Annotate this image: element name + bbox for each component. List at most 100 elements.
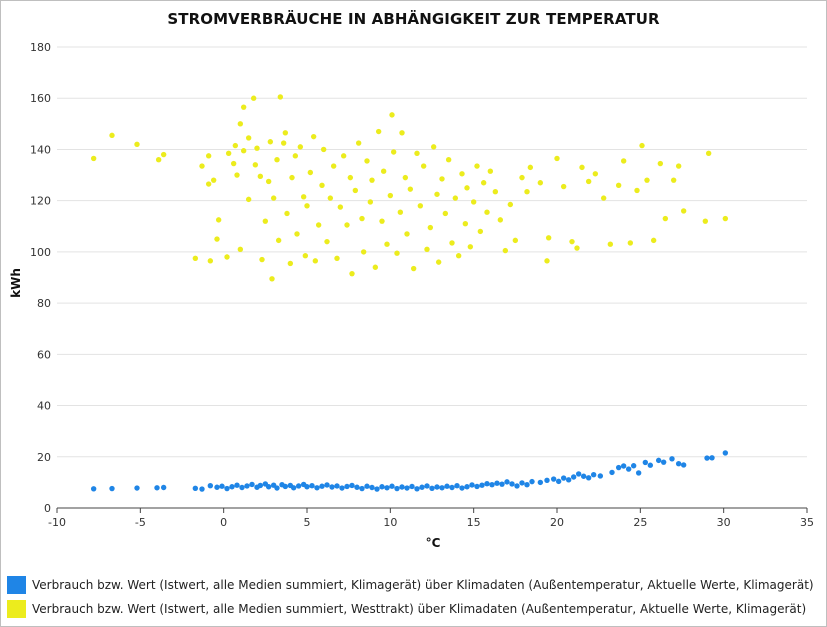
data-point <box>199 163 205 169</box>
x-axis-label: °C <box>426 536 441 550</box>
legend-item-yellow[interactable]: Verbrauch bzw. Wert (Istwert, alle Medie… <box>7 597 825 621</box>
data-point <box>314 485 320 491</box>
data-point <box>424 246 430 253</box>
data-point <box>289 174 295 181</box>
data-point <box>215 217 222 223</box>
data-point <box>302 253 309 259</box>
data-point <box>504 479 510 485</box>
data-point <box>464 185 470 191</box>
data-point <box>372 264 379 270</box>
data-point <box>300 194 307 200</box>
data-point <box>230 160 237 167</box>
grid-lines <box>57 46 807 458</box>
data-point <box>364 483 370 489</box>
data-point <box>607 241 614 247</box>
data-point <box>349 270 355 277</box>
data-point <box>239 484 245 491</box>
data-point <box>337 204 344 210</box>
data-point <box>709 455 715 461</box>
data-point <box>575 471 582 477</box>
data-point <box>642 459 649 466</box>
data-point <box>455 253 462 259</box>
y-tick-label: 60 <box>37 348 51 361</box>
data-point <box>537 180 544 186</box>
data-point <box>304 484 310 490</box>
data-point <box>544 258 550 264</box>
data-point <box>459 171 465 177</box>
data-point <box>390 149 397 155</box>
data-point <box>389 112 395 118</box>
data-point <box>327 195 334 201</box>
data-point <box>434 191 440 197</box>
data-point <box>324 482 330 488</box>
data-point <box>499 481 505 487</box>
data-point <box>560 475 567 481</box>
data-point <box>379 218 385 224</box>
legend-item-blue[interactable]: Verbrauch bzw. Wert (Istwert, alle Medie… <box>7 573 825 597</box>
x-tick-label: 15 <box>467 516 481 529</box>
y-tick-labels: 0 20 40 60 80 100 120 140 160 180 <box>30 41 51 515</box>
data-point <box>404 485 410 491</box>
data-point <box>214 236 220 242</box>
data-point <box>359 485 365 492</box>
data-point <box>470 199 477 205</box>
data-point <box>474 163 480 169</box>
legend-label: Verbrauch bzw. Wert (Istwert, alle Medie… <box>32 578 814 592</box>
data-point <box>207 258 214 264</box>
data-point <box>444 483 450 489</box>
data-point <box>657 160 664 167</box>
data-point <box>705 150 712 156</box>
series-yellow <box>90 94 729 282</box>
data-point <box>442 210 449 217</box>
data-point <box>722 450 729 456</box>
data-point <box>292 153 299 159</box>
data-point <box>507 201 514 208</box>
data-point <box>344 222 350 228</box>
y-tick-label: 80 <box>37 297 51 310</box>
data-point <box>160 484 167 491</box>
data-point <box>269 276 275 282</box>
data-point <box>579 164 585 171</box>
data-point <box>364 158 370 164</box>
y-tick-label: 140 <box>30 143 51 156</box>
data-point <box>409 483 415 490</box>
data-point <box>662 215 669 222</box>
data-point <box>310 133 317 140</box>
legend-swatch-blue <box>7 576 26 594</box>
data-point <box>669 456 675 462</box>
data-point <box>480 180 487 186</box>
data-point <box>280 140 287 146</box>
data-point <box>265 178 272 185</box>
data-point <box>414 486 420 492</box>
data-point <box>250 95 257 101</box>
data-point <box>224 254 230 260</box>
data-point <box>527 164 534 171</box>
data-point <box>524 481 530 488</box>
data-point <box>154 485 160 491</box>
data-point <box>424 483 430 489</box>
data-point <box>199 486 205 492</box>
x-tick-label: 0 <box>220 516 227 529</box>
data-point <box>109 485 115 492</box>
data-point <box>489 481 495 488</box>
data-point <box>502 247 509 254</box>
data-point <box>234 482 240 488</box>
data-point <box>544 477 550 484</box>
data-point <box>524 189 530 195</box>
data-point <box>304 203 310 209</box>
data-point <box>600 195 607 201</box>
data-point <box>210 177 217 183</box>
data-point <box>297 144 304 150</box>
data-point <box>630 463 637 469</box>
x-tick-labels: -10 -5 0 5 10 15 20 25 30 35 <box>48 516 814 529</box>
y-tick-label: 160 <box>30 92 51 105</box>
data-point <box>344 483 350 490</box>
data-point <box>225 150 232 156</box>
data-point <box>240 104 247 110</box>
data-point <box>704 455 710 461</box>
data-point <box>384 485 390 491</box>
data-point <box>570 474 577 480</box>
x-tick-label: 10 <box>383 516 397 529</box>
y-tick-label: 180 <box>30 41 51 54</box>
data-point <box>397 209 404 215</box>
